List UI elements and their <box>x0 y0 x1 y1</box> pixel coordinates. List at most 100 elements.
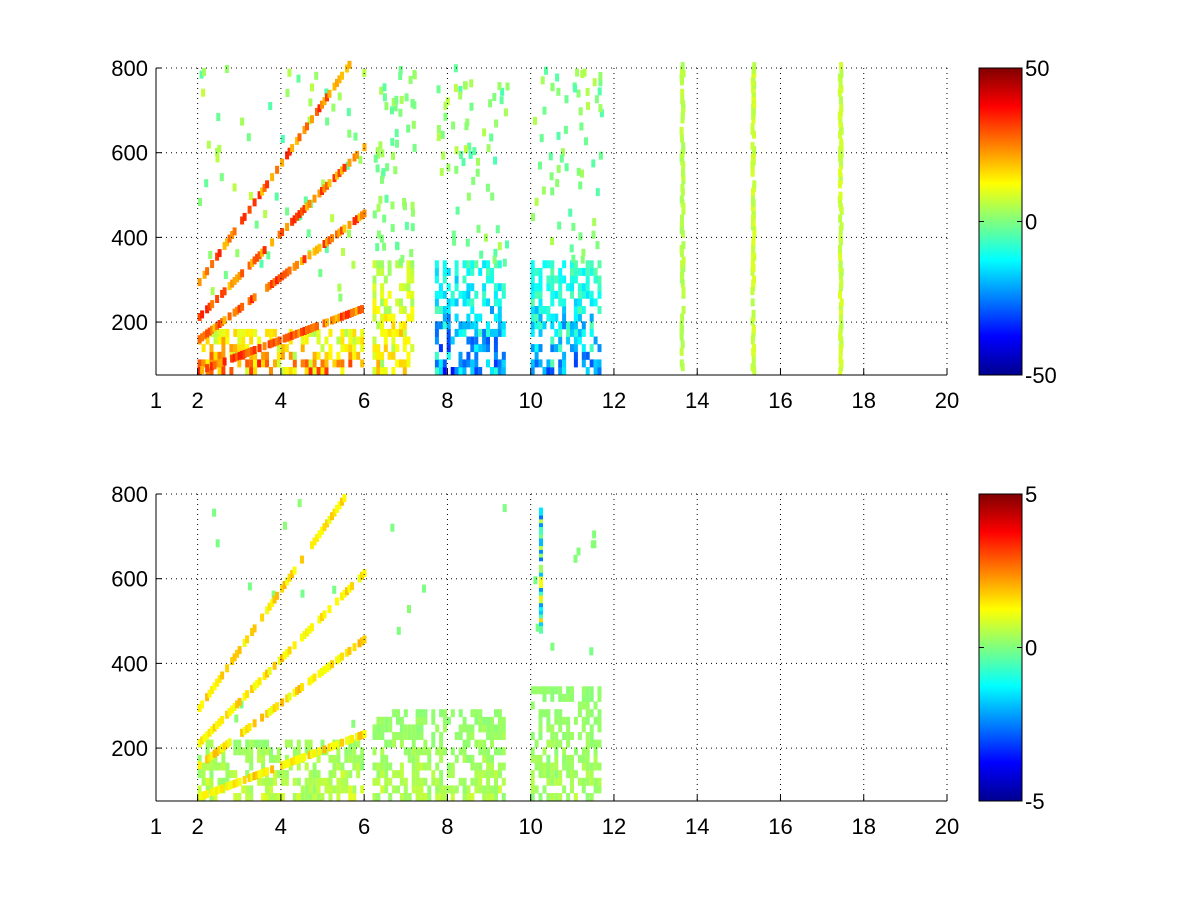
heatmap-cell <box>577 313 582 322</box>
heatmap-cell <box>546 686 551 695</box>
heatmap-cell <box>581 290 586 299</box>
heatmap-cell <box>312 351 317 360</box>
heatmap-cell <box>546 724 551 733</box>
heatmap-cell <box>474 351 479 360</box>
heatmap-cell <box>402 283 407 292</box>
heatmap-cell <box>336 754 341 763</box>
heatmap-cell <box>493 260 498 269</box>
heatmap-cell <box>352 328 357 337</box>
heatmap-cell <box>297 499 302 508</box>
heatmap-cell <box>472 147 477 156</box>
heatmap-cell <box>197 754 202 763</box>
heatmap-cell <box>406 359 411 368</box>
heatmap-cell <box>392 732 397 740</box>
heatmap-cell <box>490 754 494 763</box>
heatmap-cell <box>338 293 343 302</box>
heatmap-cell <box>392 709 397 718</box>
heatmap-cell <box>570 290 574 299</box>
heatmap-cell <box>458 724 463 733</box>
heatmap-cell <box>376 267 381 276</box>
heatmap-cell <box>556 87 561 96</box>
heatmap-cell <box>562 693 567 702</box>
heatmap-cell <box>202 791 207 800</box>
heatmap-cell <box>347 220 352 229</box>
heatmap-cell <box>597 359 602 368</box>
heatmap-cell <box>221 754 226 763</box>
heatmap-cell <box>402 344 407 353</box>
heatmap-cell <box>317 189 322 198</box>
heatmap-cell <box>210 751 215 760</box>
heatmap-cell <box>379 234 384 243</box>
heatmap-cell <box>310 83 314 92</box>
heatmap-cell <box>486 328 490 337</box>
heatmap-cell <box>340 312 344 321</box>
heatmap-cell <box>593 739 598 748</box>
heatmap-cell <box>378 141 383 150</box>
heatmap-cell <box>356 739 361 748</box>
heatmap-cell <box>263 210 268 219</box>
heatmap-cell <box>462 716 467 725</box>
heatmap-cell <box>590 540 595 549</box>
heatmap-cell <box>562 306 567 314</box>
heatmap-cell <box>435 724 440 733</box>
heatmap-cell <box>344 777 349 786</box>
heatmap-cell <box>458 359 463 368</box>
heatmap-cell <box>462 298 467 307</box>
heatmap-cell <box>376 351 381 360</box>
heatmap-cell <box>550 344 555 353</box>
heatmap-cell <box>335 656 339 665</box>
heatmap-cell <box>442 260 447 269</box>
heatmap-cell <box>539 526 543 535</box>
heatmap-cell <box>273 328 277 337</box>
heatmap-cell <box>585 351 590 360</box>
x-tick-label: 16 <box>768 388 792 413</box>
heatmap-cell <box>493 328 498 337</box>
heatmap-cell <box>399 762 404 771</box>
heatmap-cell <box>312 359 317 368</box>
heatmap-cell <box>217 249 222 258</box>
heatmap-cell <box>593 747 598 756</box>
heatmap-cell <box>372 306 377 314</box>
heatmap-cell <box>581 306 586 314</box>
heatmap-cell <box>501 724 506 733</box>
heatmap-cell <box>478 716 483 725</box>
heatmap-cell <box>580 70 585 78</box>
x-tick-label: 18 <box>851 388 875 413</box>
heatmap-cell <box>280 584 285 593</box>
heatmap-cell <box>443 101 448 110</box>
heatmap-cell <box>419 724 424 733</box>
colorbar-tick-label: -5 <box>1025 789 1045 814</box>
heatmap-cell <box>229 367 234 375</box>
heatmap-cell <box>442 359 447 368</box>
heatmap-cell <box>260 248 265 257</box>
heatmap-cell <box>566 321 571 330</box>
heatmap-cell <box>439 739 444 748</box>
heatmap-cell <box>215 321 220 330</box>
heatmap-cell <box>296 793 301 801</box>
heatmap-cell <box>348 785 353 794</box>
heatmap-cell <box>490 328 494 337</box>
heatmap-cell <box>403 724 408 733</box>
heatmap-cell <box>494 709 498 718</box>
heatmap-cell <box>330 214 335 223</box>
heatmap-cell <box>434 328 439 337</box>
heatmap-cell <box>273 359 277 368</box>
heatmap-cell <box>839 138 844 147</box>
heatmap-cell <box>383 298 388 307</box>
heatmap-cell <box>387 328 392 337</box>
heatmap-cell <box>431 777 436 786</box>
heatmap-cell <box>245 739 250 748</box>
heatmap-cell <box>295 136 299 145</box>
heatmap-cell <box>340 777 345 786</box>
heatmap-cell <box>399 306 403 314</box>
heatmap-cell <box>554 747 559 756</box>
heatmap-cell <box>330 742 334 751</box>
heatmap-cell <box>466 260 471 269</box>
heatmap-cell <box>562 747 567 756</box>
heatmap-cell <box>265 793 269 801</box>
heatmap-cell <box>383 344 388 353</box>
heatmap-cell <box>328 328 333 337</box>
heatmap-cell <box>222 287 227 296</box>
heatmap-cell <box>376 367 381 375</box>
heatmap-cell <box>570 770 574 779</box>
